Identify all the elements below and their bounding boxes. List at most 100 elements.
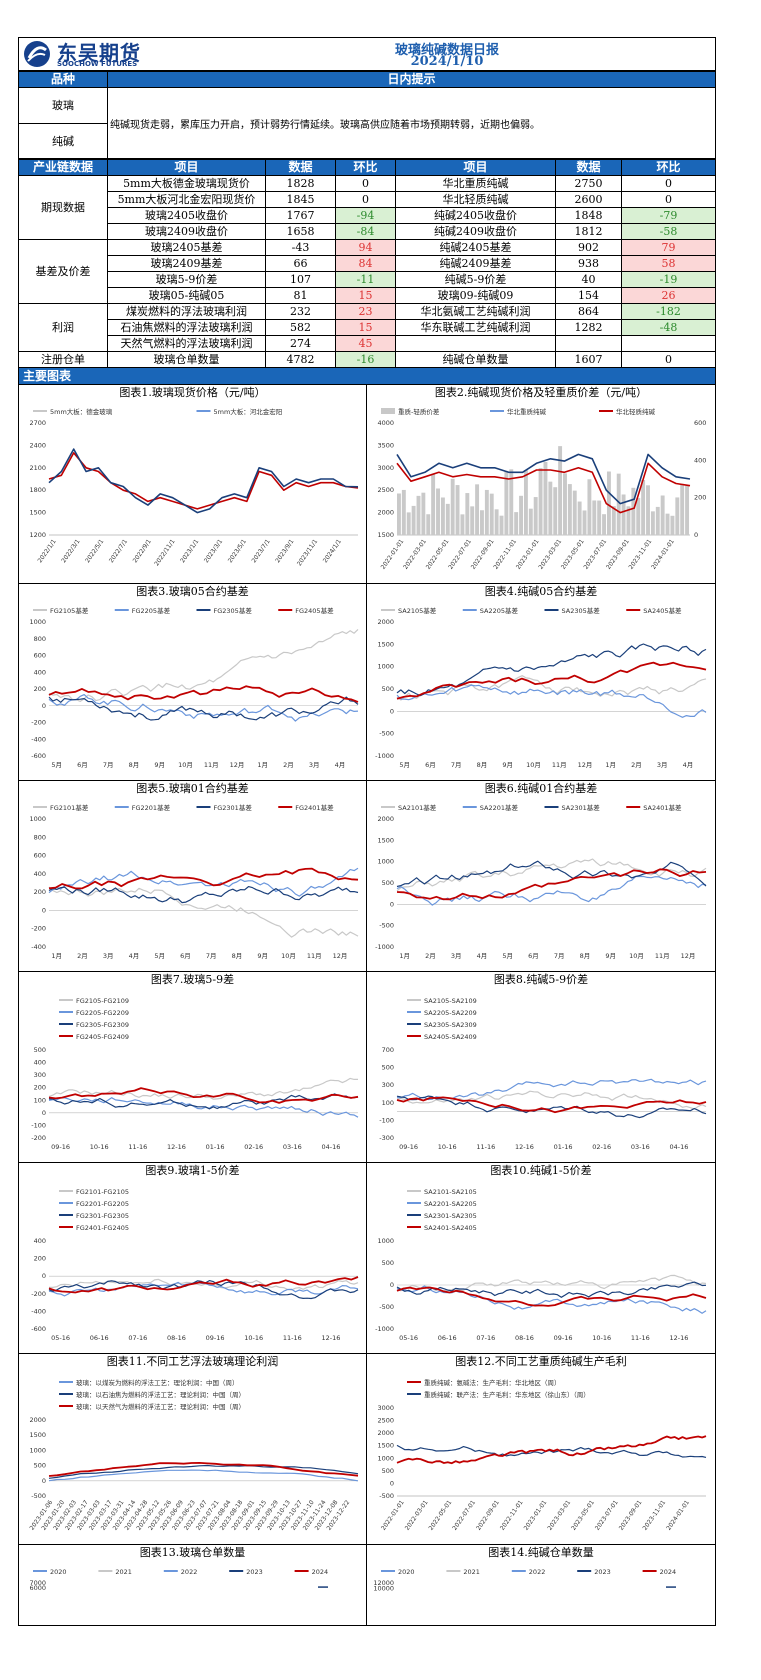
- table-cell: 玻璃05-纯碱05: [107, 287, 266, 304]
- x-tick-label: 7月: [554, 952, 565, 960]
- x-tick-label: 2023/1/1: [179, 538, 200, 564]
- spread-bar: [494, 509, 499, 535]
- x-tick-label: 10月: [526, 761, 541, 769]
- legend-label: SA2401基差: [643, 803, 682, 812]
- spread-bar: [636, 497, 641, 535]
- chart-title: 图表9.玻璃1-5价差: [145, 1164, 240, 1177]
- y-tick-label: 200: [34, 685, 46, 693]
- tip-text-content: 纯碱现货走弱，累库压力开启，预计弱势行情延续。玻璃高供应随着市场预期转弱，近期也…: [110, 119, 540, 131]
- y-tick-label: 2000: [377, 509, 394, 517]
- y-tick-label: -200: [31, 925, 46, 933]
- chart-title: 图表12.不同工艺重质纯碱生产毛利: [455, 1355, 627, 1368]
- legend-label: SA2205-SA2209: [424, 1009, 477, 1017]
- y-tick-label: 2000: [377, 1429, 394, 1437]
- chart-11: 图表11.不同工艺浮法玻璃理论利润 玻璃：以煤炭为燃料的浮法工艺：理论利润：中国（…: [19, 1354, 367, 1545]
- chart-svg: SA2101-SA2105 SA2201-SA2205 SA2301-SA2305 S…: [375, 1188, 707, 1342]
- legend-label: FG2201基差: [132, 803, 171, 812]
- tips-body: 玻璃 纯碱 纯碱现货走弱，累库压力开启，预计弱势行情延续。玻璃高供应随着市场预期…: [18, 88, 716, 159]
- spread-bar: [665, 513, 670, 535]
- spread-bar: [611, 506, 616, 535]
- x-tick-label: 2022-09-01: [475, 1499, 501, 1532]
- y-tick-label: 600: [34, 652, 46, 660]
- y-tick-label: 400: [34, 1059, 46, 1067]
- series-line: [396, 1286, 707, 1307]
- series-line: [48, 693, 359, 722]
- spread-bar: [577, 501, 582, 535]
- x-tick-label: 10-16: [438, 1143, 457, 1151]
- table-cell: 26: [621, 287, 716, 304]
- y-tick-label: -100: [31, 1121, 46, 1129]
- x-tick-label: 10-16: [244, 1334, 263, 1342]
- spread-bar: [650, 511, 655, 535]
- legend-label: 2020: [50, 1568, 67, 1576]
- spread-bar: [597, 500, 602, 535]
- y-tick-label: 2000: [29, 1416, 46, 1424]
- x-tick-label: 10月: [178, 761, 193, 769]
- series-line: [48, 452, 359, 510]
- legend-label: 2020: [398, 1568, 415, 1576]
- y-tick-label: 700: [382, 1046, 394, 1054]
- table-cell: 2600: [555, 191, 622, 208]
- x-tick-label: 5月: [399, 761, 410, 769]
- spread-bar: [460, 514, 465, 535]
- table-header-2: 数据: [265, 159, 336, 176]
- x-tick-label: 3月: [309, 761, 320, 769]
- table-cell: 58: [621, 255, 716, 272]
- spread-bar: [455, 485, 460, 535]
- spread-bar: [631, 487, 636, 535]
- legend-label: 玻璃：以石油焦为燃料的浮法工艺：理论利润：中国（周）: [76, 1390, 245, 1399]
- spread-bar: [397, 493, 401, 535]
- legend-label: SA2405基差: [643, 606, 682, 615]
- series-line: [396, 1281, 707, 1298]
- y-tick-label: 1500: [377, 836, 394, 844]
- x-tick-label: 6月: [528, 952, 539, 960]
- series-line: [396, 1435, 707, 1465]
- series-line: [396, 684, 707, 718]
- table-header-0: 产业链数据: [18, 159, 108, 176]
- spread-bar: [675, 497, 680, 535]
- y-tick-label: 500: [34, 1046, 46, 1054]
- chart-9: 图表9.玻璃1-5价差 FG2101-FG2105 FG2201-FG2205 FG2…: [19, 1163, 367, 1354]
- y-tick-label: 0: [42, 1109, 46, 1117]
- x-tick-label: 09-16: [51, 1143, 70, 1151]
- legend-label: 2021: [115, 1568, 132, 1576]
- report-page: 东吴期货 SOOCHOW FUTURES 玻璃纯碱数据日报 2024/1/10 …: [18, 37, 716, 1626]
- table-cell: -84: [335, 223, 396, 240]
- series-line: [396, 1285, 707, 1314]
- y-tick-label: 2000: [377, 618, 394, 626]
- x-tick-label: 1月: [257, 761, 268, 769]
- x-tick-label: 2022/11/1: [153, 538, 176, 567]
- legend-label: SA2301-SA2305: [424, 1212, 477, 1220]
- table-cell: 45: [335, 335, 396, 352]
- y-tick-label: 0: [42, 702, 46, 710]
- spread-bar: [582, 510, 587, 535]
- chart-title: 图表14.纯碱仓单数量: [488, 1546, 594, 1559]
- table-cell: 81: [265, 287, 336, 304]
- x-tick-label: 11-16: [631, 1334, 650, 1342]
- x-tick-label: 7月: [206, 952, 217, 960]
- y-tick-label: 200: [34, 888, 46, 896]
- series-line: [48, 886, 359, 938]
- series-line: [396, 675, 707, 701]
- x-tick-label: 2月: [77, 952, 88, 960]
- table-header-1: 项目: [107, 159, 266, 176]
- x-tick-label: 12月: [230, 761, 245, 769]
- x-tick-label: 9月: [605, 952, 616, 960]
- series-line: [396, 643, 707, 697]
- series-line: [48, 1276, 359, 1294]
- spread-bar: [509, 469, 514, 535]
- y-tick-label: 800: [34, 635, 46, 643]
- legend-label: FG2401-FG2405: [76, 1224, 129, 1232]
- spread-bar: [685, 485, 690, 535]
- y-tick-label: 500: [382, 685, 394, 693]
- legend-label: SA2305基差: [562, 606, 601, 615]
- y-tick-label: 7000: [29, 1579, 46, 1587]
- x-tick-label: 8月: [580, 952, 591, 960]
- table-cell: -94: [335, 207, 396, 224]
- legend-label: SA2405-SA2409: [424, 1033, 477, 1041]
- series-line: [397, 1078, 707, 1101]
- x-tick-label: 10月: [629, 952, 644, 960]
- table-cell: 84: [335, 255, 396, 272]
- legend-label: SA2401-SA2405: [424, 1224, 477, 1232]
